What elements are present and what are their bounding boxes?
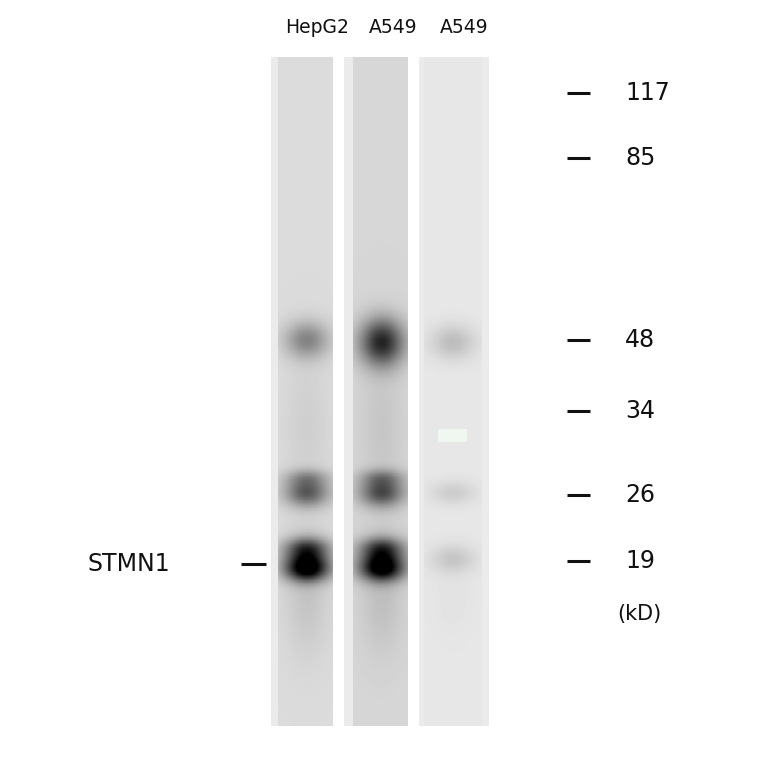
- Text: 48: 48: [625, 328, 655, 352]
- Text: 117: 117: [625, 81, 670, 105]
- Text: 19: 19: [625, 549, 655, 573]
- Bar: [333, 57, 344, 726]
- Text: 85: 85: [625, 146, 656, 170]
- Text: A549: A549: [440, 18, 489, 37]
- Text: HepG2: HepG2: [285, 18, 349, 37]
- Text: (kD): (kD): [617, 604, 662, 624]
- Bar: [438, 429, 467, 442]
- Bar: [271, 57, 489, 726]
- Bar: [408, 57, 419, 726]
- Text: STMN1: STMN1: [87, 552, 170, 576]
- Text: 34: 34: [625, 399, 655, 423]
- Text: 26: 26: [625, 483, 655, 507]
- Text: A549: A549: [369, 18, 418, 37]
